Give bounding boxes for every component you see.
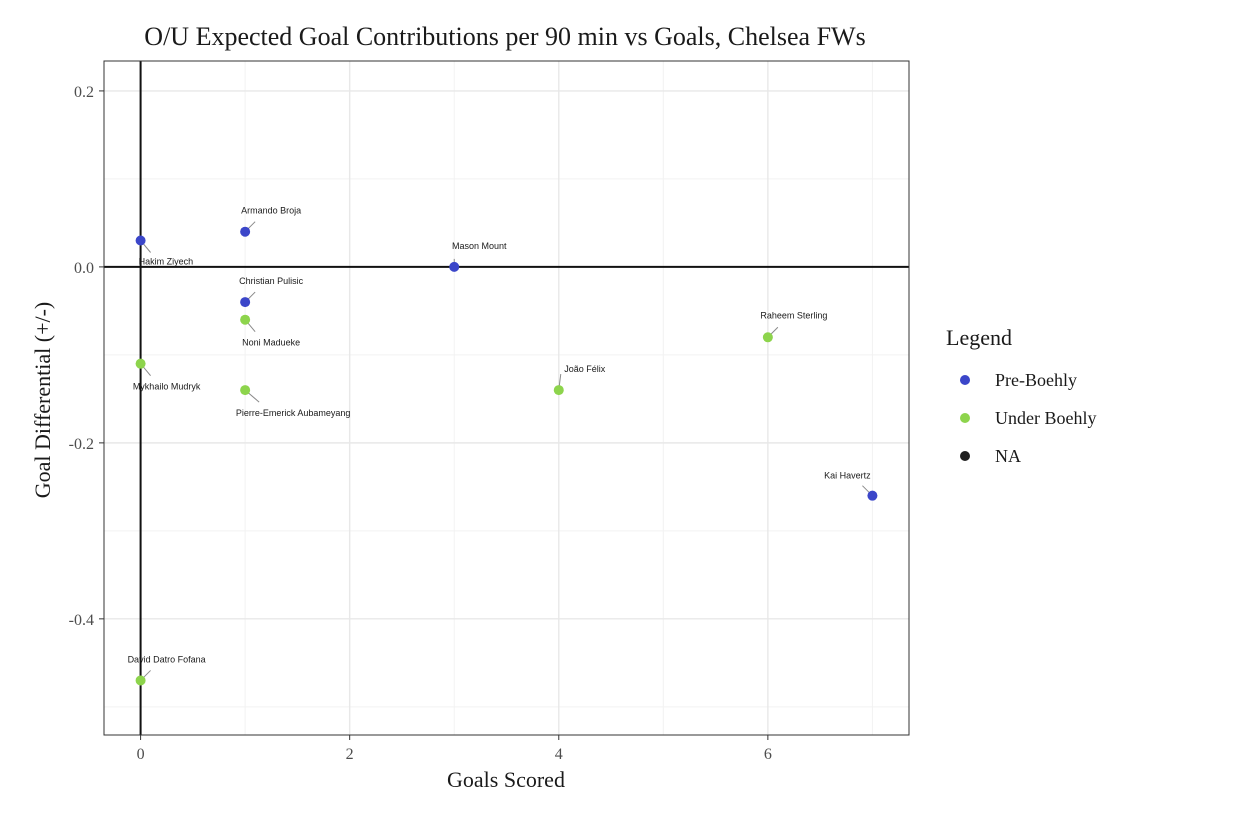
x-tick-label: 4 bbox=[555, 746, 563, 763]
scatter-point bbox=[240, 226, 251, 237]
scatter-point bbox=[240, 314, 251, 325]
legend-swatch bbox=[960, 451, 970, 461]
scatter-point bbox=[553, 385, 564, 396]
legend-label: NA bbox=[995, 446, 1021, 466]
scatter-point bbox=[867, 490, 878, 501]
panel-border bbox=[103, 60, 910, 736]
data-points bbox=[135, 226, 878, 686]
legend-label: Pre-Boehly bbox=[995, 370, 1077, 390]
legend-swatch bbox=[960, 375, 970, 385]
point-label: Mason Mount bbox=[452, 241, 507, 251]
y-tick-label: -0.2 bbox=[69, 436, 94, 453]
scatter-point bbox=[240, 297, 251, 308]
x-axis-title: Goals Scored bbox=[447, 767, 565, 792]
point-label: Raheem Sterling bbox=[760, 310, 827, 320]
x-tick-label: 0 bbox=[137, 746, 145, 763]
point-label: João Félix bbox=[564, 364, 606, 374]
point-label: Mykhailo Mudryk bbox=[133, 382, 201, 392]
scatter-point bbox=[135, 358, 146, 369]
point-label: Noni Madueke bbox=[242, 338, 300, 348]
chart-title: O/U Expected Goal Contributions per 90 m… bbox=[144, 22, 865, 51]
panel-background bbox=[104, 61, 909, 735]
point-label: Hakim Ziyech bbox=[139, 256, 194, 266]
legend-swatch bbox=[960, 413, 970, 423]
point-label: Armando Broja bbox=[241, 206, 301, 216]
point-label: Kai Havertz bbox=[824, 471, 871, 481]
scatter-point bbox=[762, 332, 773, 343]
x-axis-ticks: 0 2 4 6 bbox=[137, 735, 772, 763]
point-label: David Datro Fofana bbox=[128, 654, 206, 664]
plot-panel: Hakim Ziyech Armando Broja Mason Mount Chri… bbox=[103, 60, 910, 736]
grid-minor bbox=[104, 61, 909, 735]
point-label: Christian Pulisic bbox=[239, 276, 304, 286]
legend-title: Legend bbox=[946, 325, 1012, 350]
legend: Legend Pre-Boehly Under Boehly NA bbox=[946, 325, 1096, 466]
legend-label: Under Boehly bbox=[995, 408, 1096, 428]
y-tick-label: 0.2 bbox=[74, 84, 94, 101]
scatter-point bbox=[135, 235, 146, 246]
y-tick-label: 0.0 bbox=[74, 260, 94, 277]
x-tick-label: 6 bbox=[764, 746, 772, 763]
scatter-point bbox=[240, 385, 251, 396]
y-axis-ticks: 0.2 0.0 -0.2 -0.4 bbox=[69, 84, 104, 629]
y-axis-title: Goal Differential (+/-) bbox=[30, 302, 55, 498]
point-label: Pierre-Emerick Aubameyang bbox=[236, 408, 351, 418]
scatter-point bbox=[449, 261, 460, 272]
y-tick-label: -0.4 bbox=[69, 612, 94, 629]
legend-entries: Pre-Boehly Under Boehly NA bbox=[960, 370, 1096, 466]
x-tick-label: 2 bbox=[346, 746, 354, 763]
point-labels: Hakim Ziyech Armando Broja Mason Mount Chri… bbox=[128, 206, 872, 665]
scatter-point bbox=[135, 675, 146, 686]
